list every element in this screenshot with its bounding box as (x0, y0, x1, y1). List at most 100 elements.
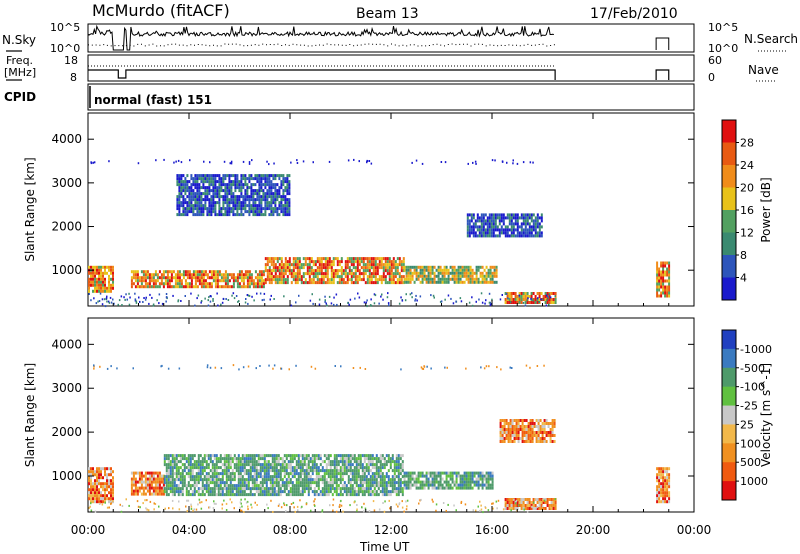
heatmap-cell (110, 491, 112, 495)
heatmap-cell (108, 283, 110, 287)
heatmap-cell (230, 160, 233, 163)
heatmap-cell (212, 186, 215, 190)
heatmap-cell (313, 481, 316, 485)
heatmap-cell (238, 282, 241, 286)
heatmap-cell (213, 472, 216, 476)
heatmap-cell (191, 484, 194, 488)
heatmap-cell (346, 278, 349, 282)
heatmap-cell (329, 484, 332, 488)
heatmap-cell (432, 294, 435, 297)
heatmap-cell (511, 419, 514, 422)
heatmap-cell (178, 210, 181, 214)
heatmap-cell (307, 469, 310, 473)
heatmap-cell (312, 281, 315, 285)
heatmap-cell (175, 460, 178, 464)
heatmap-cell (373, 478, 376, 482)
heatmap-cell (278, 278, 281, 282)
heatmap-cell (421, 486, 424, 490)
heatmap-cell (309, 484, 312, 488)
heatmap-cell (334, 275, 337, 279)
heatmap-cell (277, 487, 280, 491)
heatmap-cell (212, 276, 215, 280)
heatmap-cell (539, 500, 541, 503)
heatmap-cell (518, 504, 521, 507)
heatmap-cell (305, 472, 308, 476)
heatmap-cell (197, 460, 200, 464)
heatmap-cell (499, 431, 502, 434)
heatmap-cell (245, 298, 247, 300)
heatmap-cell (383, 463, 386, 467)
heatmap-cell (484, 231, 487, 235)
heatmap-cell (524, 231, 527, 235)
heatmap-cell (214, 177, 217, 181)
heatmap-cell (337, 493, 340, 497)
heatmap-cell (113, 302, 115, 305)
heatmap-cell (313, 487, 316, 491)
heatmap-cell (332, 504, 334, 507)
heatmap-cell (421, 265, 424, 269)
heatmap-cell (344, 266, 347, 270)
heatmap-cell (190, 273, 193, 277)
heatmap-cell (202, 183, 205, 187)
heatmap-cell (228, 273, 231, 277)
heatmap-cell (288, 174, 291, 178)
heatmap-cell (96, 476, 98, 480)
heatmap-cell (513, 434, 516, 437)
heatmap-cell (198, 279, 201, 283)
heatmap-cell (90, 161, 92, 164)
heatmap-cell (390, 269, 393, 273)
heatmap-cell (415, 486, 418, 490)
heatmap-cell (372, 500, 375, 503)
heatmap-cell (323, 472, 326, 476)
heatmap-cell (136, 471, 139, 475)
heatmap-cell (419, 480, 422, 484)
heatmap-cell (255, 481, 258, 485)
heatmap-cell (224, 192, 227, 196)
heatmap-cell (512, 213, 515, 217)
heatmap-cell (209, 454, 212, 458)
heatmap-cell (548, 303, 550, 306)
heatmap-cell (662, 279, 665, 283)
heatmap-cell (189, 159, 191, 162)
heatmap-cell (522, 231, 525, 235)
heatmap-cell (267, 487, 270, 491)
heatmap-cell (225, 457, 228, 461)
heatmap-cell (485, 274, 488, 278)
heatmap-cell (259, 292, 262, 295)
heatmap-cell (96, 482, 98, 486)
heatmap-cell (431, 277, 434, 281)
heatmap-cell (393, 472, 396, 476)
heatmap-cell (140, 483, 143, 487)
heatmap-cell (479, 265, 482, 269)
heatmap-cell (176, 180, 179, 184)
heatmap-cell (475, 271, 478, 275)
heatmap-cell (305, 487, 308, 491)
heatmap-cell (550, 301, 553, 304)
heatmap-cell (282, 263, 285, 267)
heatmap-cell (314, 504, 316, 507)
heatmap-cell (187, 493, 190, 497)
heatmap-cell (306, 272, 309, 276)
heatmap-cell (196, 279, 199, 283)
heatmap-cell (664, 279, 667, 283)
heatmap-cell (526, 498, 529, 501)
heatmap-cell (237, 484, 240, 488)
heatmap-cell (340, 272, 343, 276)
heatmap-cell (146, 273, 149, 277)
heatmap-cell (205, 472, 208, 476)
heatmap-cell (515, 428, 518, 431)
heatmap-cell (508, 234, 511, 238)
heatmap-cell (211, 466, 214, 470)
heatmap-cell (490, 216, 493, 220)
heatmap-cell (206, 207, 209, 211)
heatmap-cell (235, 490, 238, 494)
heatmap-cell (526, 228, 529, 232)
heatmap-cell (666, 288, 669, 292)
heatmap-cell (353, 493, 356, 497)
heatmap-cell (285, 469, 288, 473)
heatmap-cell (393, 469, 396, 473)
heatmap-cell (202, 213, 205, 217)
heatmap-cell (235, 469, 238, 473)
heatmap-cell (538, 228, 541, 232)
heatmap-cell (199, 487, 202, 491)
